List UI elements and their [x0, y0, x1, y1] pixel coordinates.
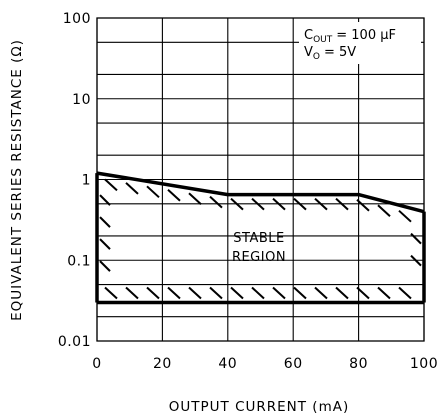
y-tick-labels: 0.01 0.1 1 10 100 — [58, 11, 91, 350]
x-tick-label: 40 — [218, 356, 237, 372]
region-label-line2: REGION — [232, 250, 286, 265]
hatch-mark-bottom — [377, 286, 391, 300]
hatch-mark-top — [398, 209, 412, 223]
cout-annotation: COUT = 100 μF — [304, 28, 396, 45]
hatch-mark-left — [99, 260, 111, 272]
x-tick-label: 20 — [153, 356, 172, 372]
x-tick-label: 60 — [284, 356, 303, 372]
hatch-marks — [99, 178, 422, 300]
hatch-mark-top — [209, 195, 223, 209]
hatch-mark-bottom — [230, 286, 244, 300]
hatch-mark-top — [146, 185, 160, 199]
hatch-mark-top — [167, 189, 181, 202]
x-axis-label: OUTPUT CURRENT (mA) — [169, 399, 349, 415]
vo-symbol: V — [304, 45, 313, 60]
y-tick-label: 1 — [82, 173, 91, 189]
hatch-mark-bottom — [293, 286, 307, 300]
hatch-mark-bottom — [272, 286, 286, 300]
cout-value: = 100 μF — [336, 28, 396, 43]
vo-annotation: VO = 5V — [304, 45, 356, 62]
hatch-mark-top — [125, 182, 139, 195]
hatch-mark-bottom — [251, 286, 265, 300]
annotation-background — [299, 22, 421, 64]
hatch-mark-top — [104, 178, 118, 192]
cout-subscript: OUT — [313, 35, 333, 45]
hatch-mark-top — [272, 197, 286, 211]
upper-esr-boundary-line — [96, 171, 425, 214]
hatch-mark-bottom — [335, 286, 349, 300]
hatch-mark-bottom — [188, 286, 202, 300]
x-tick-label: 100 — [410, 356, 438, 372]
cout-symbol: C — [304, 28, 313, 43]
region-label-line1: STABLE — [233, 231, 284, 246]
hatch-mark-top — [251, 197, 265, 211]
hatch-mark-bottom — [314, 286, 328, 300]
hatch-mark-right — [410, 232, 422, 245]
hatch-mark-bottom — [167, 286, 181, 300]
hatch-mark-left — [99, 238, 111, 250]
hatch-mark-top — [293, 197, 307, 211]
hatch-mark-right — [410, 254, 422, 267]
y-axis-label: EQUIVALENT SERIES RESISTANCE (Ω) — [9, 39, 25, 321]
y-tick-label: 100 — [63, 11, 91, 27]
hatch-mark-top — [314, 197, 328, 211]
plot-frame — [96, 17, 425, 342]
hatch-mark-bottom — [146, 286, 160, 300]
hatch-mark-bottom — [209, 286, 223, 300]
hatch-mark-top — [188, 192, 202, 205]
y-tick-label: 0.1 — [67, 253, 91, 269]
y-tick-label: 10 — [72, 92, 91, 108]
hatch-mark-bottom — [398, 286, 412, 300]
x-tick-labels: 0 20 40 60 80 100 — [92, 356, 438, 372]
hatch-mark-bottom — [104, 286, 118, 300]
x-tick-label: 80 — [349, 356, 368, 372]
hatch-mark-left — [99, 194, 111, 206]
hatch-mark-bottom — [125, 286, 139, 300]
hatch-mark-top — [356, 199, 370, 212]
hatch-mark-top — [335, 197, 349, 211]
vo-subscript: O — [313, 52, 320, 62]
hatch-mark-left — [99, 216, 111, 228]
hatch-mark-bottom — [356, 286, 370, 300]
x-tick-label: 0 — [92, 356, 101, 372]
hatch-mark-top — [377, 204, 391, 217]
y-tick-label: 0.01 — [58, 334, 91, 350]
hatch-mark-top — [230, 197, 244, 211]
vo-value: = 5V — [324, 45, 356, 60]
